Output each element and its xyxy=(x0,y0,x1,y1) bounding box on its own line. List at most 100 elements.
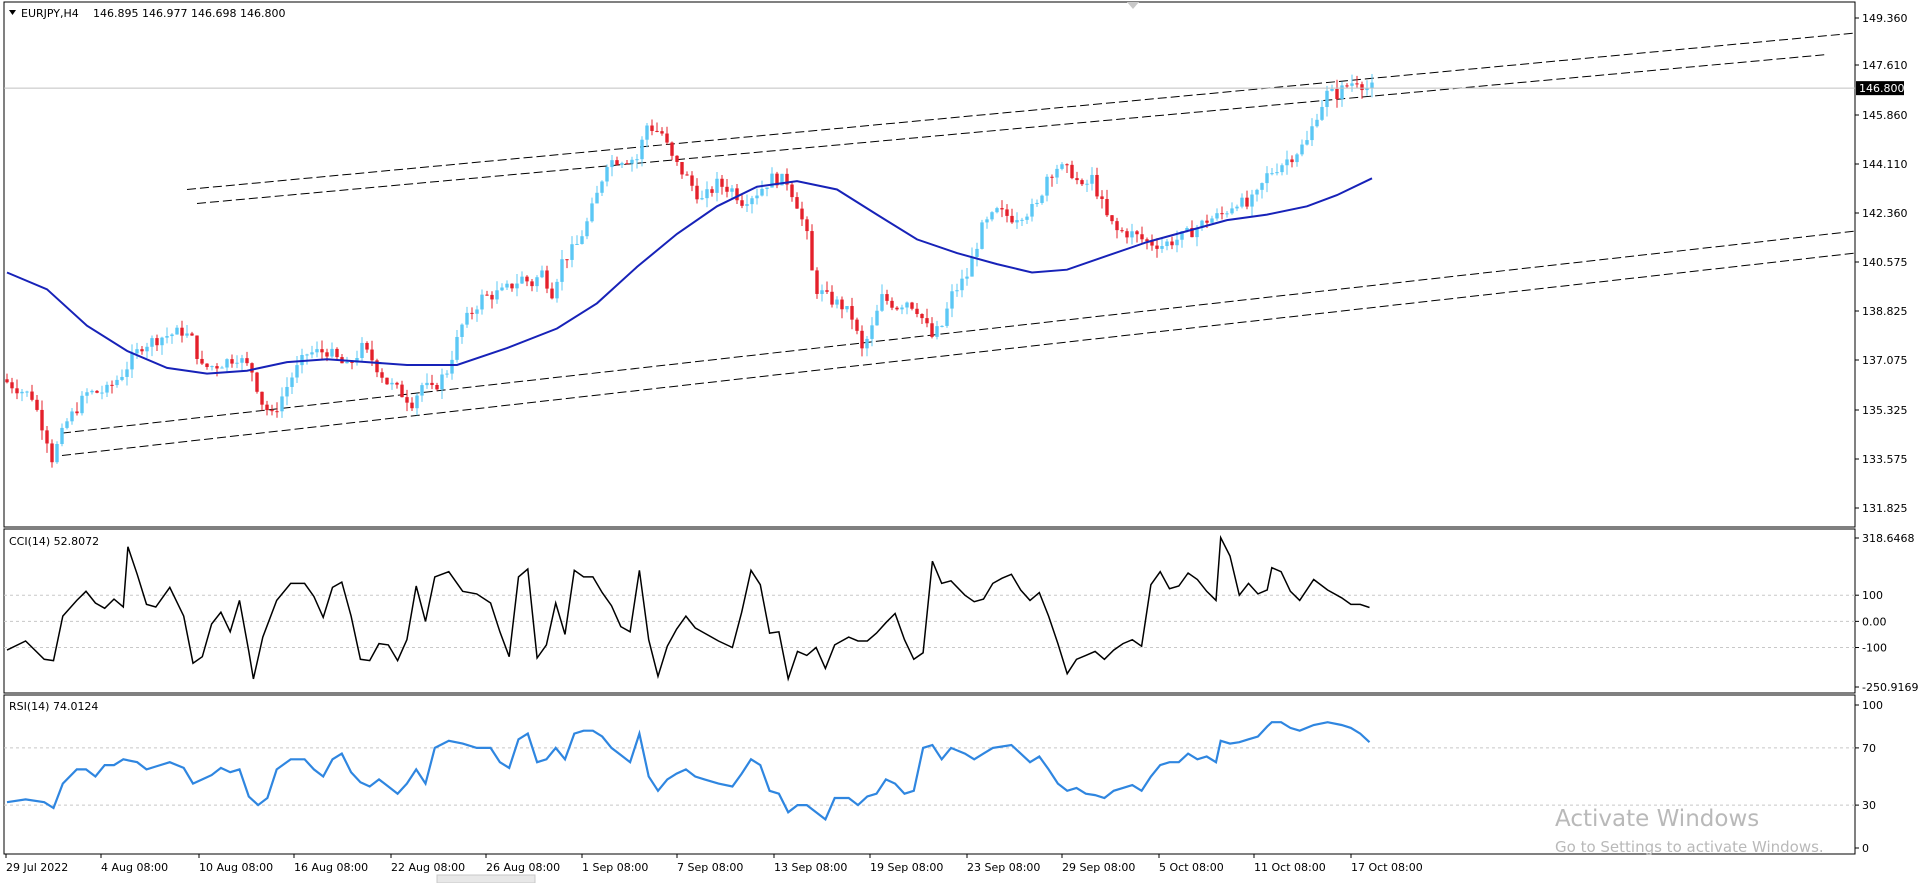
candle xyxy=(1360,81,1364,99)
cci-line xyxy=(6,534,1370,682)
main-price-panel: 149.360 147.610 145.860 144.110 142.360 140.5… xyxy=(3,1,1908,528)
candle xyxy=(480,289,484,315)
candle xyxy=(910,301,914,311)
trend-line-lower-channel-2[interactable] xyxy=(61,252,1856,456)
candle xyxy=(1290,155,1294,168)
candle xyxy=(200,350,204,366)
candle xyxy=(980,219,984,250)
candle xyxy=(840,296,844,319)
candle xyxy=(205,363,209,370)
candle xyxy=(810,224,814,271)
candle xyxy=(745,194,749,212)
candle xyxy=(965,268,969,286)
ohlc-values: 146.895 146.977 146.698 146.800 xyxy=(93,7,285,20)
candle xyxy=(1225,210,1229,218)
candle xyxy=(525,275,529,287)
candle xyxy=(550,282,554,300)
candle xyxy=(1120,227,1124,233)
candle xyxy=(865,336,869,357)
price-tick-label: 137.075 xyxy=(1862,354,1908,367)
candle xyxy=(440,368,444,400)
horizontal-scrollbar[interactable] xyxy=(436,874,536,883)
candle xyxy=(775,171,779,189)
candle xyxy=(905,301,909,315)
candle xyxy=(395,381,399,389)
candle xyxy=(620,161,624,169)
candle xyxy=(365,341,369,353)
candle xyxy=(950,284,954,318)
cci-panel-frame xyxy=(3,528,1856,694)
candle xyxy=(1180,230,1184,248)
time-axis: 29 Jul 2022 4 Aug 08:00 10 Aug 08:00 16 Aug… xyxy=(5,854,1423,874)
activation-watermark: Activate Windows Go to Settings to activ… xyxy=(1555,806,1824,856)
candle xyxy=(790,182,794,202)
candle xyxy=(555,278,559,303)
candle xyxy=(505,280,509,290)
candle xyxy=(1335,79,1339,108)
candle xyxy=(1040,194,1044,205)
candle xyxy=(990,211,994,222)
candle xyxy=(255,371,259,394)
candle xyxy=(390,378,394,390)
candle xyxy=(1105,189,1109,217)
time-tick-label: 29 Jul 2022 xyxy=(6,861,68,874)
candle xyxy=(1370,74,1374,98)
candle xyxy=(1350,74,1354,92)
shift-marker-icon[interactable] xyxy=(1127,2,1139,9)
price-tick-label: 144.110 xyxy=(1862,158,1908,171)
trend-line-lower-channel-1[interactable] xyxy=(61,230,1856,434)
time-tick-label: 7 Sep 08:00 xyxy=(677,861,743,874)
candle xyxy=(1170,236,1174,250)
candle xyxy=(885,289,889,305)
price-tick-label: 145.860 xyxy=(1862,109,1908,122)
candle xyxy=(830,285,834,308)
candle xyxy=(130,344,134,378)
candle xyxy=(1355,75,1359,88)
indicator-tick-label: 100 xyxy=(1862,699,1883,712)
candle xyxy=(1090,167,1094,191)
candle xyxy=(955,283,959,297)
candle xyxy=(715,171,719,202)
candle xyxy=(510,283,514,292)
candle xyxy=(1210,215,1214,224)
candle xyxy=(720,175,724,195)
candle xyxy=(515,273,519,297)
candle xyxy=(190,331,194,336)
time-tick-label: 29 Sep 08:00 xyxy=(1062,861,1135,874)
candle xyxy=(320,340,324,360)
candle xyxy=(285,377,289,406)
candle xyxy=(985,216,989,229)
price-tick-label: 133.575 xyxy=(1862,453,1908,466)
candle xyxy=(820,284,824,302)
candle xyxy=(245,351,249,366)
candle xyxy=(1085,179,1089,193)
candle xyxy=(170,333,174,344)
candle xyxy=(105,381,109,397)
symbol-dropdown-icon[interactable] xyxy=(9,10,16,15)
candle xyxy=(415,393,419,416)
rsi-panel: 100 70 30 0 RSI(14) 74.0124 xyxy=(3,694,1883,855)
candle xyxy=(215,363,219,377)
candle xyxy=(165,327,169,344)
candle xyxy=(945,302,949,328)
candle xyxy=(1230,202,1234,215)
candle xyxy=(175,325,179,335)
candle xyxy=(145,342,149,359)
candle xyxy=(70,407,74,425)
main-price-axis: 149.360 147.610 145.860 144.110 142.360 140.5… xyxy=(1855,12,1908,515)
candle xyxy=(290,372,294,394)
indicator-tick-label: -250.9169 xyxy=(1862,681,1918,694)
candle xyxy=(1045,174,1049,202)
main-panel-frame xyxy=(3,1,1856,528)
candle xyxy=(655,122,659,133)
candle xyxy=(675,155,679,166)
candle xyxy=(315,341,319,358)
trend-line-upper-channel-1[interactable] xyxy=(186,32,1856,190)
candle xyxy=(420,382,424,402)
candle xyxy=(275,402,279,418)
candle xyxy=(870,317,874,347)
indicator-tick-label: 0.00 xyxy=(1862,615,1887,628)
candle xyxy=(680,161,684,179)
rsi-axis: 100 70 30 0 xyxy=(1855,699,1883,855)
candle xyxy=(25,390,29,397)
